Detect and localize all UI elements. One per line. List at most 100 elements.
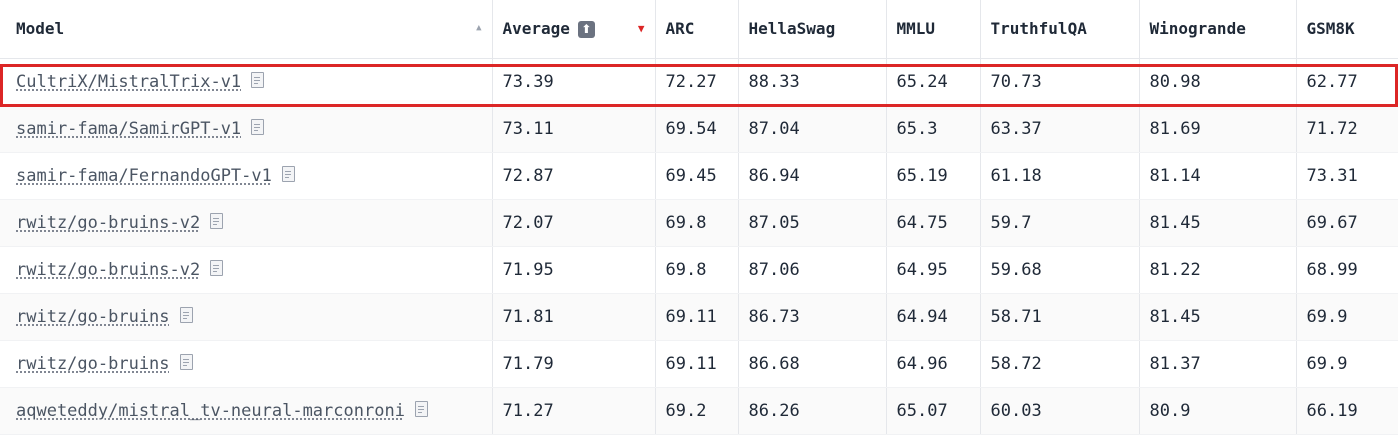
cell-arc: 69.11: [655, 340, 739, 388]
table-row: rwitz/go-bruins 71.79 69.11 86.68 64.96 58.72…: [0, 340, 1398, 388]
cell-mmlu: 64.95: [886, 246, 981, 294]
cell-arc: 69.11: [655, 293, 739, 341]
model-link[interactable]: CultriX/MistralTrix-v1: [16, 71, 242, 92]
cell-gsm8k: 71.72: [1296, 105, 1398, 153]
model-card-icon[interactable]: [179, 306, 193, 323]
column-header-label: GSM8K: [1306, 19, 1355, 39]
cell-gsm8k: 66.19: [1296, 387, 1398, 435]
cell-average: 73.11: [492, 105, 656, 153]
cell-winogrande: 80.9: [1139, 387, 1297, 435]
sort-triangle-icon[interactable]: ▲: [476, 23, 482, 33]
cell-winogrande: 81.22: [1139, 246, 1297, 294]
model-card-icon[interactable]: [210, 212, 224, 229]
model-card-icon[interactable]: [414, 400, 428, 417]
table-row: aqweteddy/mistral_tv-neural-marconroni 71…: [0, 387, 1398, 435]
table-row: samir-fama/SamirGPT-v1 73.11 69.54 87.04 65.…: [0, 105, 1398, 153]
cell-hellaswag: 86.73: [738, 293, 887, 341]
sort-descending-icon[interactable]: ▼: [637, 22, 645, 35]
cell-truthfulqa: 58.72: [980, 340, 1140, 388]
model-link[interactable]: rwitz/go-bruins-v2: [16, 259, 201, 280]
cell-truthfulqa: 59.68: [980, 246, 1140, 294]
column-header-label: Model: [16, 19, 65, 39]
cell-truthfulqa: 63.37: [980, 105, 1140, 153]
cell-truthfulqa: 60.03: [980, 387, 1140, 435]
column-header-truthfulqa[interactable]: TruthfulQA: [980, 0, 1140, 59]
table-header-row: Model ▲ Average ⬆ ▼ ARC HellaSwag MMLU Tr…: [0, 0, 1398, 59]
column-header-label: MMLU: [896, 19, 936, 39]
cell-average: 72.87: [492, 152, 656, 200]
cell-arc: 72.27: [655, 58, 739, 106]
cell-arc: 69.8: [655, 246, 739, 294]
model-link[interactable]: rwitz/go-bruins: [16, 353, 170, 374]
cell-hellaswag: 88.33: [738, 58, 887, 106]
cell-model: rwitz/go-bruins-v2: [0, 199, 493, 247]
model-link[interactable]: rwitz/go-bruins: [16, 306, 170, 327]
column-header-gsm8k[interactable]: GSM8K: [1296, 0, 1398, 59]
cell-truthfulqa: 61.18: [980, 152, 1140, 200]
model-link[interactable]: samir-fama/SamirGPT-v1: [16, 118, 242, 139]
table-row: rwitz/go-bruins 71.81 69.11 86.73 64.94 58.71…: [0, 293, 1398, 341]
cell-gsm8k: 73.31: [1296, 152, 1398, 200]
model-link[interactable]: rwitz/go-bruins-v2: [16, 212, 201, 233]
cell-model: samir-fama/SamirGPT-v1: [0, 105, 493, 153]
cell-model: aqweteddy/mistral_tv-neural-marconroni: [0, 387, 493, 435]
column-header-arc[interactable]: ARC: [655, 0, 739, 59]
cell-model: samir-fama/FernandoGPT-v1: [0, 152, 493, 200]
cell-average: 72.07: [492, 199, 656, 247]
cell-mmlu: 64.96: [886, 340, 981, 388]
cell-model: rwitz/go-bruins: [0, 340, 493, 388]
cell-winogrande: 81.37: [1139, 340, 1297, 388]
column-header-model[interactable]: Model ▲: [0, 0, 493, 59]
column-header-label: HellaSwag: [748, 19, 836, 39]
cell-mmlu: 65.19: [886, 152, 981, 200]
column-header-winogrande[interactable]: Winogrande: [1139, 0, 1297, 59]
cell-mmlu: 64.75: [886, 199, 981, 247]
arrow-up-icon[interactable]: ⬆: [577, 21, 595, 39]
table-row: CultriX/MistralTrix-v1 73.39 72.27 88.33 65.…: [0, 58, 1398, 106]
model-link[interactable]: aqweteddy/mistral_tv-neural-marconroni: [16, 400, 405, 421]
cell-model: rwitz/go-bruins-v2: [0, 246, 493, 294]
model-card-icon[interactable]: [210, 259, 224, 276]
model-card-icon[interactable]: [251, 118, 265, 135]
cell-hellaswag: 86.68: [738, 340, 887, 388]
column-header-label: ARC: [665, 19, 695, 39]
cell-average: 71.79: [492, 340, 656, 388]
column-header-hellaswag[interactable]: HellaSwag: [738, 0, 887, 59]
cell-arc: 69.2: [655, 387, 739, 435]
cell-arc: 69.45: [655, 152, 739, 200]
model-card-icon[interactable]: [251, 71, 265, 88]
table-body: CultriX/MistralTrix-v1 73.39 72.27 88.33 65.…: [0, 58, 1398, 435]
model-link[interactable]: samir-fama/FernandoGPT-v1: [16, 165, 272, 186]
column-header-label: TruthfulQA: [990, 19, 1087, 39]
cell-model: rwitz/go-bruins: [0, 293, 493, 341]
cell-winogrande: 80.98: [1139, 58, 1297, 106]
cell-mmlu: 65.24: [886, 58, 981, 106]
cell-hellaswag: 86.94: [738, 152, 887, 200]
cell-truthfulqa: 59.7: [980, 199, 1140, 247]
model-card-icon[interactable]: [281, 165, 295, 182]
cell-gsm8k: 69.67: [1296, 199, 1398, 247]
cell-hellaswag: 87.05: [738, 199, 887, 247]
column-header-mmlu[interactable]: MMLU: [886, 0, 981, 59]
cell-hellaswag: 86.26: [738, 387, 887, 435]
cell-gsm8k: 69.9: [1296, 340, 1398, 388]
cell-winogrande: 81.45: [1139, 199, 1297, 247]
cell-gsm8k: 62.77: [1296, 58, 1398, 106]
cell-truthfulqa: 58.71: [980, 293, 1140, 341]
cell-winogrande: 81.69: [1139, 105, 1297, 153]
table-row: rwitz/go-bruins-v2 72.07 69.8 87.05 64.75 59.…: [0, 199, 1398, 247]
cell-winogrande: 81.14: [1139, 152, 1297, 200]
cell-model: CultriX/MistralTrix-v1: [0, 58, 493, 106]
column-header-average[interactable]: Average ⬆ ▼: [492, 0, 656, 59]
cell-winogrande: 81.45: [1139, 293, 1297, 341]
cell-hellaswag: 87.06: [738, 246, 887, 294]
cell-mmlu: 65.3: [886, 105, 981, 153]
cell-gsm8k: 69.9: [1296, 293, 1398, 341]
cell-arc: 69.8: [655, 199, 739, 247]
cell-mmlu: 65.07: [886, 387, 981, 435]
cell-average: 73.39: [492, 58, 656, 106]
model-card-icon[interactable]: [179, 353, 193, 370]
cell-mmlu: 64.94: [886, 293, 981, 341]
table-row: samir-fama/FernandoGPT-v1 72.87 69.45 86.94…: [0, 152, 1398, 200]
